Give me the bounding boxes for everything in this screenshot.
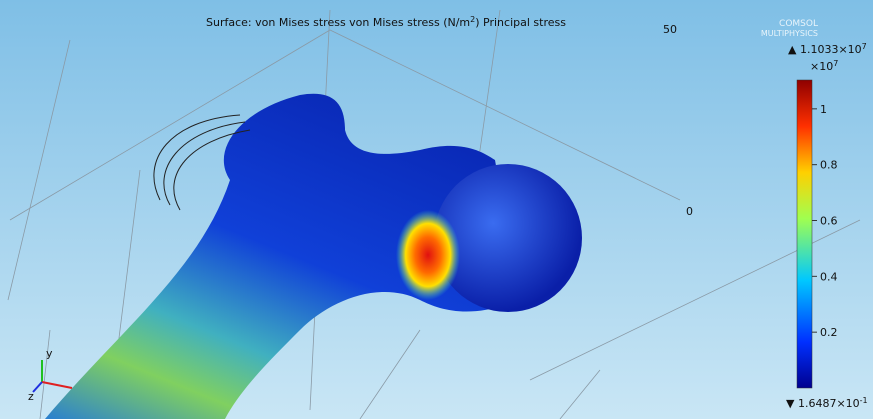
logo-text: MULTIPHYSICS — [761, 29, 818, 38]
colorbar-max: ▲ 1.1033×107 — [788, 42, 867, 57]
triad-label: y — [46, 347, 53, 360]
triad-label: z — [28, 390, 34, 403]
colorbar-tick-label: 0.4 — [820, 270, 838, 283]
viewport: COMSOL MULTIPHYSICS Surface: von Mises s… — [0, 0, 873, 419]
colorbar-tick-label: 0.6 — [820, 215, 838, 228]
colorbar-tick-label: 0.8 — [820, 159, 838, 172]
colorbar-scale — [797, 80, 812, 388]
logo-text: COMSOL — [779, 19, 818, 29]
colorbar-tick-label: 1 — [820, 103, 827, 116]
axis-label: 0 — [686, 205, 693, 218]
axis-label: 50 — [663, 23, 677, 36]
colorbar-tick-label: 0.2 — [820, 326, 838, 339]
plot-title: Surface: von Mises stress von Mises stre… — [206, 15, 566, 30]
colorbar-min: ▼ 1.6487×10-1 — [786, 396, 868, 411]
